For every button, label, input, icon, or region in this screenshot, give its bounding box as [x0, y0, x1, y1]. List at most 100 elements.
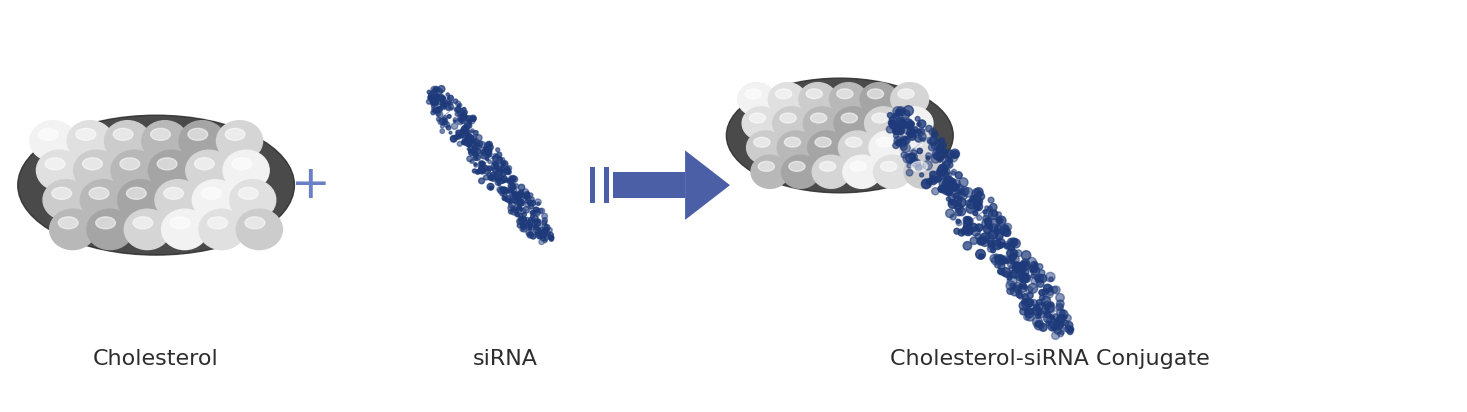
Circle shape [945, 156, 951, 161]
Circle shape [528, 203, 531, 206]
Circle shape [1033, 262, 1039, 267]
Circle shape [978, 254, 984, 259]
Circle shape [1046, 272, 1055, 282]
Circle shape [500, 170, 503, 173]
Circle shape [1022, 261, 1027, 266]
Circle shape [534, 221, 538, 225]
Ellipse shape [113, 128, 133, 140]
Circle shape [512, 197, 518, 203]
Circle shape [541, 236, 546, 241]
Circle shape [535, 232, 538, 235]
Ellipse shape [873, 155, 911, 188]
Circle shape [1003, 223, 1011, 231]
Circle shape [958, 197, 962, 201]
Circle shape [518, 201, 524, 206]
Circle shape [970, 237, 977, 244]
Circle shape [984, 234, 995, 243]
Circle shape [531, 214, 534, 218]
Ellipse shape [37, 150, 82, 191]
Ellipse shape [782, 155, 820, 188]
Circle shape [516, 195, 519, 198]
Circle shape [993, 228, 1000, 234]
Circle shape [442, 118, 446, 122]
Circle shape [999, 269, 1006, 275]
Circle shape [489, 145, 493, 150]
Circle shape [949, 185, 956, 192]
Circle shape [431, 86, 437, 93]
Circle shape [461, 114, 468, 120]
Circle shape [502, 188, 508, 194]
Circle shape [970, 223, 977, 232]
Circle shape [537, 232, 543, 239]
Circle shape [939, 138, 945, 143]
Circle shape [921, 138, 926, 142]
Circle shape [484, 147, 489, 151]
Circle shape [1009, 238, 1018, 247]
Circle shape [1053, 319, 1058, 323]
Circle shape [541, 220, 547, 225]
Circle shape [959, 178, 968, 187]
Circle shape [530, 226, 533, 229]
Circle shape [455, 135, 458, 139]
Circle shape [888, 112, 892, 118]
Circle shape [472, 141, 475, 143]
Circle shape [456, 118, 464, 125]
Circle shape [467, 138, 472, 143]
Circle shape [1018, 267, 1025, 274]
Ellipse shape [907, 137, 923, 147]
Circle shape [518, 223, 522, 228]
Circle shape [478, 166, 484, 173]
Ellipse shape [864, 107, 902, 140]
Circle shape [472, 139, 480, 145]
Circle shape [984, 206, 989, 210]
Circle shape [459, 133, 464, 138]
Circle shape [474, 131, 478, 135]
Circle shape [443, 116, 447, 119]
Circle shape [945, 169, 951, 175]
Circle shape [948, 180, 955, 188]
Circle shape [1045, 289, 1053, 298]
Circle shape [955, 172, 962, 179]
Circle shape [549, 235, 553, 240]
Circle shape [503, 197, 508, 201]
Circle shape [1036, 300, 1042, 305]
Circle shape [984, 210, 993, 218]
Circle shape [486, 147, 491, 152]
Circle shape [1006, 256, 1014, 263]
Circle shape [934, 176, 942, 182]
Circle shape [467, 116, 472, 122]
Circle shape [998, 268, 1003, 274]
Circle shape [1034, 275, 1040, 281]
Circle shape [527, 232, 534, 238]
Circle shape [893, 142, 899, 149]
Circle shape [992, 240, 1002, 250]
Circle shape [998, 263, 1005, 269]
Circle shape [477, 143, 480, 146]
Circle shape [933, 178, 937, 182]
Circle shape [1011, 250, 1018, 258]
Circle shape [937, 186, 945, 192]
Circle shape [484, 168, 490, 174]
Circle shape [543, 223, 547, 229]
Circle shape [436, 111, 440, 116]
Ellipse shape [208, 217, 227, 229]
Circle shape [917, 122, 921, 126]
Circle shape [1006, 288, 1014, 295]
Ellipse shape [142, 121, 188, 161]
Circle shape [943, 177, 948, 182]
Circle shape [1011, 269, 1020, 278]
Circle shape [467, 134, 471, 138]
Circle shape [450, 136, 456, 142]
Circle shape [511, 183, 516, 189]
Circle shape [467, 156, 472, 162]
Ellipse shape [120, 158, 139, 170]
Ellipse shape [200, 209, 245, 250]
Circle shape [893, 125, 902, 134]
Circle shape [964, 221, 970, 228]
Circle shape [518, 217, 522, 221]
Circle shape [984, 219, 990, 225]
Circle shape [1042, 308, 1047, 314]
Ellipse shape [195, 158, 214, 170]
Circle shape [955, 209, 962, 216]
Circle shape [1065, 315, 1071, 321]
